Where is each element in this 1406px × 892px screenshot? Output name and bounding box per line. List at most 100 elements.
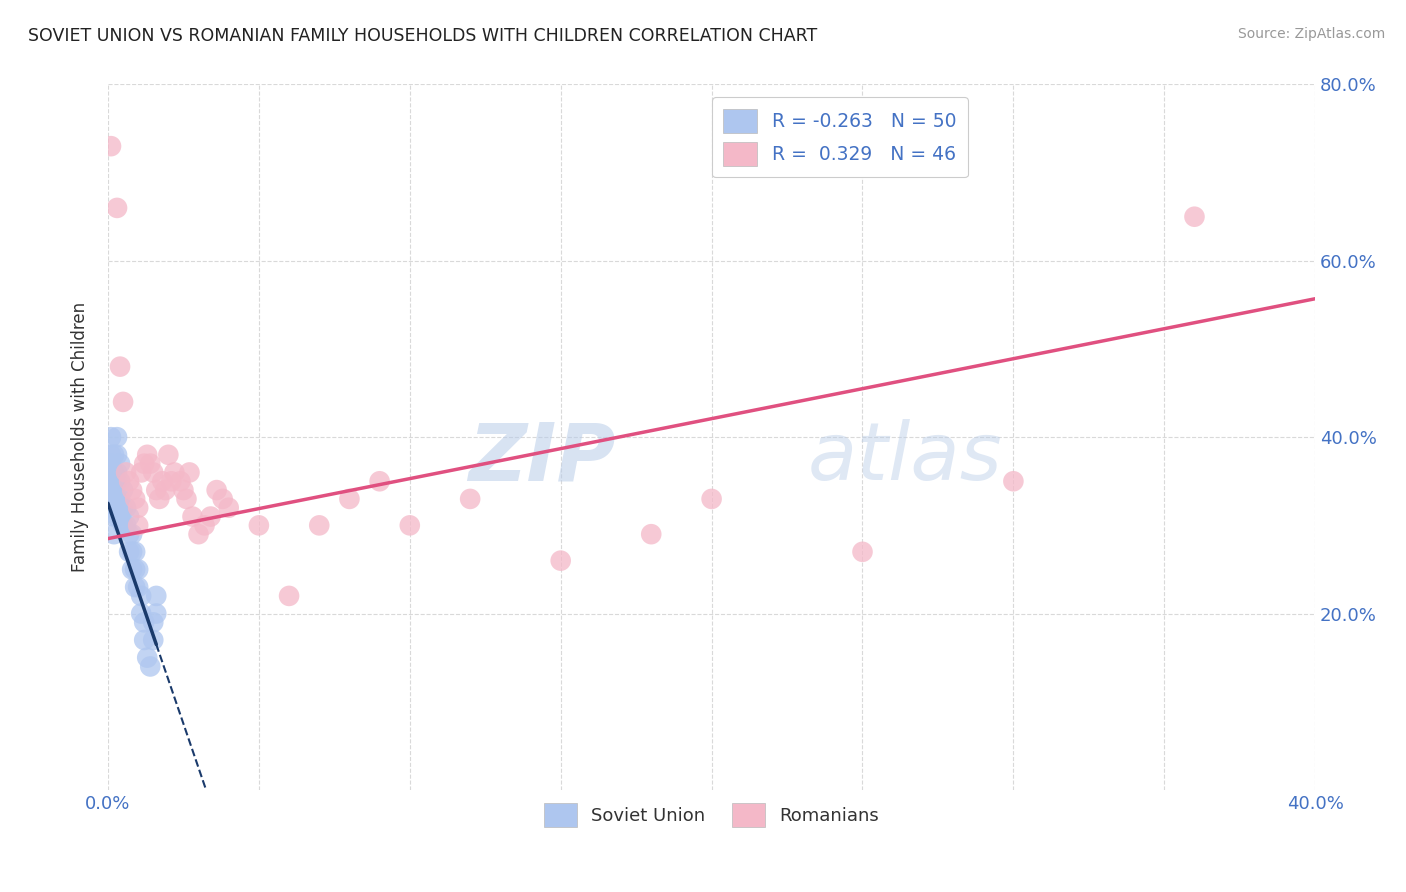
Point [103, 466, 125, 480]
Point [308, 518, 330, 533]
Point [176, 491, 198, 506]
Point [640, 527, 662, 541]
Point [129, 589, 152, 603]
Point [134, 632, 156, 647]
Point [121, 483, 143, 497]
Point [145, 607, 167, 621]
Point [172, 483, 194, 497]
Point [458, 491, 481, 506]
Point [121, 562, 143, 576]
Point [155, 483, 177, 497]
Point [700, 491, 723, 506]
Point [124, 562, 146, 576]
Point [1002, 475, 1025, 489]
Point [134, 615, 156, 630]
Text: SOVIET UNION VS ROMANIAN FAMILY HOUSEHOLDS WITH CHILDREN CORRELATION CHART: SOVIET UNION VS ROMANIAN FAMILY HOUSEHOL… [28, 27, 817, 45]
Point [115, 518, 138, 533]
Point [163, 466, 186, 480]
Point [105, 448, 128, 462]
Point [100, 500, 122, 515]
Point [129, 607, 152, 621]
Point [211, 491, 233, 506]
Point [339, 491, 361, 506]
Point [112, 395, 135, 409]
Point [103, 509, 125, 524]
Point [127, 580, 149, 594]
Point [121, 527, 143, 541]
Point [105, 475, 128, 489]
Point [139, 457, 162, 471]
Point [187, 527, 209, 541]
Point [100, 430, 122, 444]
Point [100, 139, 122, 153]
Point [103, 483, 125, 497]
Point [103, 448, 125, 462]
Point [105, 491, 128, 506]
Point [100, 457, 122, 471]
Point [105, 466, 128, 480]
Point [142, 466, 165, 480]
Point [124, 545, 146, 559]
Point [398, 518, 420, 533]
Point [157, 448, 180, 462]
Point [136, 650, 159, 665]
Point [100, 491, 122, 506]
Point [181, 509, 204, 524]
Point [118, 509, 141, 524]
Point [200, 509, 222, 524]
Point [100, 466, 122, 480]
Point [124, 580, 146, 594]
Point [108, 491, 131, 506]
Point [179, 466, 201, 480]
Point [1184, 210, 1206, 224]
Point [121, 545, 143, 559]
Point [142, 632, 165, 647]
Point [142, 615, 165, 630]
Point [851, 545, 873, 559]
Text: Source: ZipAtlas.com: Source: ZipAtlas.com [1237, 27, 1385, 41]
Point [127, 500, 149, 515]
Text: atlas: atlas [808, 419, 1002, 498]
Point [115, 466, 138, 480]
Point [169, 475, 191, 489]
Point [118, 527, 141, 541]
Point [129, 466, 152, 480]
Point [100, 483, 122, 497]
Point [112, 518, 135, 533]
Point [112, 483, 135, 497]
Point [127, 562, 149, 576]
Point [100, 448, 122, 462]
Point [112, 500, 135, 515]
Point [100, 475, 122, 489]
Point [124, 491, 146, 506]
Point [247, 518, 270, 533]
Point [205, 483, 228, 497]
Point [118, 475, 141, 489]
Point [108, 457, 131, 471]
Point [108, 475, 131, 489]
Point [105, 509, 128, 524]
Point [550, 554, 572, 568]
Legend: Soviet Union, Romanians: Soviet Union, Romanians [537, 797, 886, 834]
Point [218, 500, 240, 515]
Point [193, 518, 215, 533]
Point [118, 545, 141, 559]
Point [105, 201, 128, 215]
Point [145, 589, 167, 603]
Text: ZIP: ZIP [468, 419, 614, 498]
Point [278, 589, 301, 603]
Point [136, 448, 159, 462]
Point [108, 359, 131, 374]
Point [134, 457, 156, 471]
Point [145, 483, 167, 497]
Y-axis label: Family Households with Children: Family Households with Children [72, 302, 89, 573]
Point [127, 518, 149, 533]
Point [148, 491, 170, 506]
Point [139, 659, 162, 673]
Point [368, 475, 391, 489]
Point [150, 475, 173, 489]
Point [108, 509, 131, 524]
Point [105, 430, 128, 444]
Point [115, 500, 138, 515]
Point [103, 527, 125, 541]
